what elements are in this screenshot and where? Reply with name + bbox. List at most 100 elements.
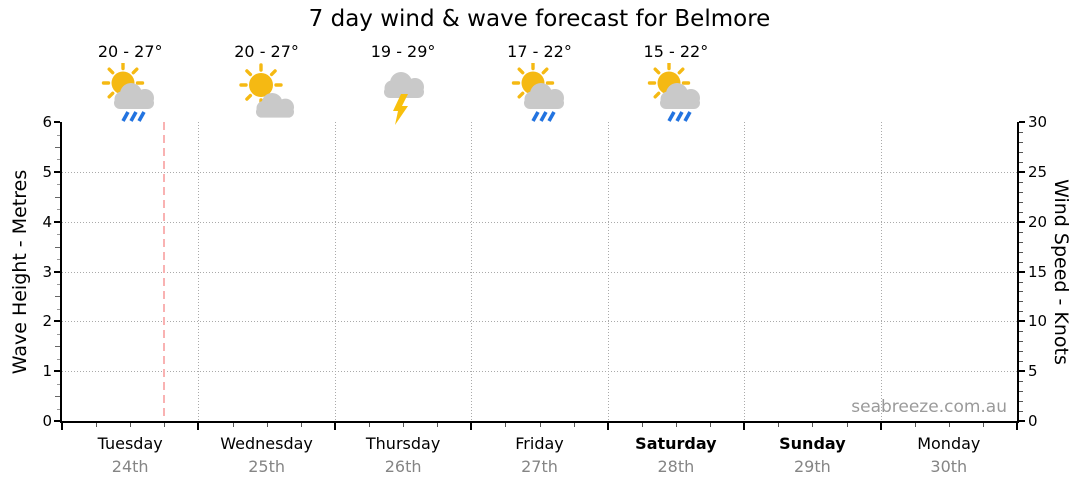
right-axis-minor-tick [1019,161,1023,163]
temperature-range-label: 15 - 22° [643,42,709,61]
right-axis-minor-tick [1019,241,1023,243]
y-axis-left-line [60,122,62,423]
day-name-label: Tuesday [97,434,163,453]
left-axis-minor-tick [57,159,60,161]
right-axis-tick-label: 20 [1028,212,1048,231]
temperature-range-label: 20 - 27° [97,42,163,61]
right-axis-tick-label: 0 [1028,412,1038,430]
right-axis-minor-tick [1019,181,1023,183]
x-axis-minor-tick [164,423,166,427]
right-axis-minor-tick [1019,291,1023,293]
x-axis-minor-tick [130,423,132,427]
left-axis-minor-tick [57,308,60,310]
x-axis-minor-tick [232,423,234,427]
right-axis-minor-tick [1019,151,1023,153]
left-axis-minor-tick [55,296,60,298]
left-axis-minor-tick [57,184,60,186]
right-axis-minor-tick [1019,361,1023,363]
right-axis-minor-tick [1019,261,1023,263]
x-axis-minor-tick [778,423,780,427]
left-axis-minor-tick [57,259,60,260]
left-axis-minor-tick [57,209,60,211]
v-gridline [607,122,609,421]
h-gridline [62,321,1017,323]
day-date-label: 25th [248,457,285,476]
v-gridline [880,122,882,421]
right-axis-tick [1019,420,1025,422]
x-axis-tick [470,423,473,430]
h-gridline [62,271,1017,273]
left-axis-minor-tick [57,134,60,136]
sun-cloud-rain-icon [643,61,709,126]
left-axis-tick-label: 4 [42,212,52,231]
left-axis-minor-tick [55,146,60,148]
day-date-label: 24th [111,457,149,476]
x-axis-minor-tick [812,423,814,427]
right-axis-tick [1019,320,1025,323]
h-gridline [62,171,1017,173]
day-name-label: Sunday [779,434,846,453]
left-axis-minor-tick [57,408,60,410]
sun-cloud-rain-icon [507,61,573,126]
x-axis-tick [197,423,200,430]
right-axis-tick [1019,170,1025,173]
x-axis-minor-tick [641,423,643,427]
v-gridline [334,122,336,421]
current-time-marker [163,122,166,421]
left-axis-minor-tick [57,234,60,236]
x-axis-minor-tick [539,423,541,427]
sun-cloud-rain-icon [97,61,163,126]
left-axis-minor-tick [57,284,60,285]
h-gridline [62,371,1017,373]
x-axis-minor-tick [437,423,439,427]
x-axis-line [60,421,1019,423]
right-axis-minor-tick [1019,411,1023,412]
left-axis-minor-tick [55,246,60,248]
left-axis-tick-label: 0 [42,412,52,430]
right-axis-tick [1019,121,1025,123]
right-axis-minor-tick [1019,391,1023,393]
right-axis-minor-tick [1019,381,1023,383]
right-axis-tick [1019,370,1025,373]
left-axis-minor-tick [55,346,60,348]
x-axis-minor-tick [300,423,302,427]
x-axis-minor-tick [675,423,677,427]
x-axis-minor-tick [369,423,370,427]
day-date-label: 28th [657,457,695,476]
x-axis-minor-tick [846,423,848,427]
right-axis-tick-label: 15 [1028,262,1048,281]
temperature-range-label: 19 - 29° [370,42,436,61]
left-axis-tick-label: 2 [42,312,52,331]
right-axis-tick [1019,220,1025,223]
x-axis-tick [743,423,746,430]
v-gridline [744,122,746,421]
right-axis-minor-tick [1019,301,1023,303]
day-name-label: Friday [515,434,564,453]
right-axis-minor-tick [1019,281,1023,283]
x-axis-tick [333,423,336,430]
x-axis-minor-tick [710,423,711,427]
left-axis-tick [54,270,60,273]
left-axis-tick [54,170,60,173]
right-axis-minor-tick [1019,231,1023,233]
day-date-label: 27th [521,457,558,476]
left-axis-tick-label: 5 [42,162,52,181]
watermark: seabreeze.com.au [851,397,1007,417]
temperature-range-label: 20 - 27° [234,42,299,61]
day-name-label: Thursday [365,434,441,453]
right-axis-minor-tick [1019,211,1023,213]
right-axis-minor-tick [1019,401,1023,403]
right-axis-minor-tick [1019,311,1023,313]
right-axis-minor-tick [1019,341,1023,343]
x-axis-minor-tick [96,423,98,427]
right-axis-tick-label: 25 [1028,162,1048,181]
left-axis-minor-tick [57,383,60,385]
x-axis-tick [606,423,609,430]
v-gridline [471,122,473,421]
day-name-label: Monday [917,434,981,453]
right-axis-tick [1019,270,1025,273]
left-axis-minor-tick [55,196,60,198]
day-name-label: Wednesday [220,434,313,453]
y-axis-right-line [1017,122,1019,423]
